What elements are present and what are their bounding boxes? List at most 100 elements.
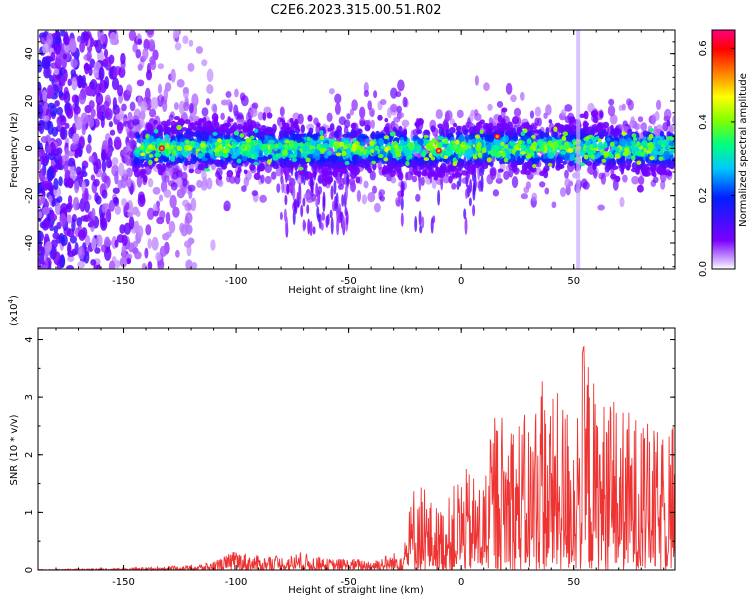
spectrogram-cell [253, 128, 259, 134]
spectrogram-cell [609, 114, 618, 125]
spectrogram-cell [212, 104, 218, 115]
spectrogram-cell [272, 156, 279, 161]
spectrogram-cell [40, 180, 49, 188]
spectrogram-cell [55, 36, 62, 45]
spectrogram-cell [247, 151, 252, 159]
spectrogram-cell [114, 205, 121, 215]
spectrogram-cell [600, 172, 607, 185]
spectrogram-cell [465, 134, 470, 141]
spectrogram-cell [640, 122, 647, 132]
spectrogram-cell [380, 98, 387, 106]
spectrogram-cell [104, 239, 112, 247]
spectrogram-marks [38, 30, 675, 269]
spectrogram-cell [245, 137, 252, 143]
spectrogram-cell [560, 150, 567, 155]
spectrogram-cell [58, 154, 63, 169]
spectrogram-cell [215, 167, 223, 177]
spectrogram-cell [106, 209, 112, 223]
spectrogram-cell [415, 144, 422, 151]
spectrogram-cell [659, 130, 665, 137]
x-tick-label: -100 [225, 276, 248, 287]
snr-x-label: Height of straight line (km) [288, 585, 424, 596]
spectrogram-cell [128, 242, 135, 253]
spectrogram-cell [297, 113, 304, 125]
spectrogram-cell [342, 133, 348, 139]
spectrogram-cell [631, 162, 637, 170]
colorbar-tick-label: 0.6 [698, 40, 709, 56]
spectrogram-cell [327, 150, 332, 156]
spectrogram-cell [153, 119, 158, 125]
spectrogram-cell [326, 112, 333, 122]
spectrogram-cell [277, 142, 283, 149]
spectrogram-cell [290, 121, 296, 131]
spectrogram-cell [472, 204, 476, 217]
spectrogram-cell [564, 178, 571, 188]
spectrogram-cell [585, 126, 590, 134]
spectrogram-cell [308, 127, 314, 134]
spectrogram-cell [568, 160, 575, 167]
spectrogram-cell [266, 112, 273, 119]
spectrogram-cell [568, 121, 575, 128]
spectrogram-cell [414, 215, 418, 233]
spectrogram-cell [364, 158, 370, 167]
spectrogram-cell [47, 86, 55, 98]
colorbar: 0.0 0.2 0.4 0.6 Normalized spectral amplitu… [698, 29, 749, 277]
spectrogram-cell [407, 142, 413, 148]
spectrogram-cell [108, 200, 115, 212]
spectrogram-cell [284, 144, 289, 149]
spectrogram-cell [132, 118, 139, 125]
colorbar-tick-label: 0.0 [698, 261, 709, 277]
spectrogram-cell [363, 90, 369, 97]
spectrogram-cell [80, 112, 89, 125]
spectrogram-cell [142, 175, 148, 183]
spectrogram-cell [558, 126, 564, 133]
spectrogram-cell [564, 126, 571, 132]
spectrogram-cell [183, 131, 191, 139]
spectrogram-cell [95, 83, 101, 97]
spectrogram-cell [634, 123, 642, 130]
spectrogram-cell [77, 245, 85, 260]
spectrogram-cell [231, 154, 238, 159]
spectrogram-cell [330, 185, 334, 201]
spectrogram-cell [78, 136, 85, 149]
spectrogram-cell [605, 152, 610, 157]
colorbar-gradient [711, 29, 736, 270]
spectrogram-cell [330, 216, 334, 235]
spectrogram-cell [62, 53, 68, 60]
spectrogram-cell [350, 122, 357, 130]
spectrogram-cell [329, 209, 333, 219]
spectrogram-cell [90, 174, 96, 181]
spectrogram-cell [197, 152, 203, 159]
spectrogram-cell [621, 103, 626, 111]
spectrogram-cell [58, 232, 65, 244]
spectrogram-cell [397, 79, 405, 92]
spectrogram-cell [201, 107, 209, 117]
spectrogram-cell [67, 195, 73, 205]
spectrogram-cell [619, 138, 627, 147]
spectrogram-cell [338, 215, 342, 224]
spectrogram-cell [545, 104, 552, 116]
spectrogram-cell [630, 116, 635, 124]
spectrogram-cell [405, 160, 410, 167]
spectrogram-cell [411, 175, 418, 183]
spectrogram-cell [239, 145, 246, 150]
spectrogram-cell [191, 125, 197, 131]
spectrogram-cell [154, 157, 159, 162]
spectrogram-cell [147, 207, 155, 220]
snr-frame [37, 327, 676, 571]
spectrogram-cell [164, 134, 170, 139]
spectrogram-cell [117, 84, 124, 97]
spectrogram-cell [309, 220, 313, 237]
spectrogram-cell [500, 152, 507, 158]
spectrogram-cell [204, 152, 212, 159]
spectrogram-cell [91, 237, 97, 251]
spectrogram-cell [427, 142, 434, 146]
spectrogram-cell [346, 131, 351, 138]
spectrogram-cell [96, 234, 103, 248]
spectrogram-cell [49, 142, 56, 156]
spectrogram-cell [543, 170, 549, 179]
spectrogram-cell [564, 104, 573, 112]
spectrogram-cell [84, 235, 91, 246]
spectrogram-cell [520, 131, 525, 136]
